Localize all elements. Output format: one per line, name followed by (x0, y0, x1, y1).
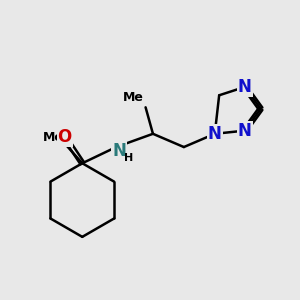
Text: O: O (58, 128, 72, 146)
Text: H: H (124, 153, 133, 163)
Text: N: N (112, 142, 126, 160)
Text: N: N (238, 122, 252, 140)
Text: Me: Me (43, 130, 64, 143)
Text: N: N (238, 78, 252, 96)
Text: Me: Me (123, 91, 144, 104)
Text: N: N (208, 125, 222, 143)
